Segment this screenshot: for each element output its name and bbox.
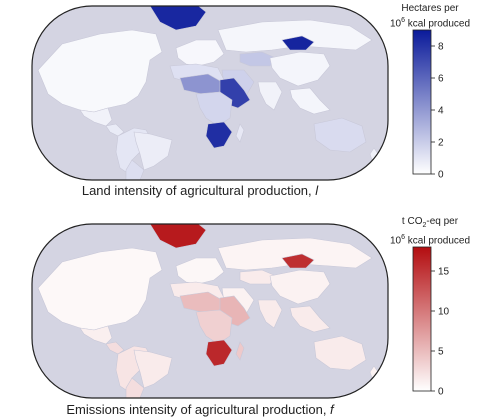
region-australia: [313, 117, 367, 153]
land-colorbar-title-line2: 106 kcal produced: [389, 17, 471, 30]
colorbar-tick-label: 0: [438, 170, 444, 179]
colorbar-tick-label: 6: [438, 74, 444, 85]
region-madagascar: [235, 123, 245, 143]
region-greenland: [149, 6, 207, 31]
region-southeast-asia: [289, 87, 331, 115]
emissions-colorbar-title-line2: 106 kcal produced: [389, 234, 471, 247]
region-central-america: [105, 123, 125, 137]
colorbar-tick-label: 4: [438, 106, 444, 117]
map-outline: [31, 5, 389, 181]
region-southern-africa: [205, 339, 233, 367]
region-brazil: [133, 349, 173, 389]
land-map-caption: Land intensity of agricultural productio…: [81, 183, 319, 198]
colorbar-tick-label: 15: [438, 267, 450, 278]
emissions-intensity-map: [31, 223, 389, 399]
region-mongolia: [281, 253, 315, 269]
region-china: [269, 51, 331, 87]
colorbar-tick-label: 0: [438, 387, 444, 396]
region-australia: [313, 335, 367, 371]
region-europe: [175, 257, 225, 285]
emissions-intensity-panel: t CO2-eq per 106 kcal produced 0 5 10 15 Em…: [0, 210, 480, 420]
region-kazakhstan: [239, 51, 277, 67]
region-mexico: [79, 107, 113, 127]
land-intensity-panel: Hectares per 106 kcal produced 0 2 4 6 8 Lan…: [0, 0, 480, 205]
region-russia: [217, 19, 373, 53]
map-outline: [31, 223, 389, 399]
region-india: [257, 299, 283, 329]
emissions-colorbar-title-line1: t CO2-eq per: [401, 216, 459, 229]
region-madagascar: [235, 341, 245, 361]
emissions-map-caption: Emissions intensity of agricultural prod…: [66, 402, 334, 417]
colorbar-tick-label: 10: [438, 307, 450, 318]
land-colorbar: 0 2 4 6 8: [412, 29, 444, 179]
emissions-colorbar-title: t CO2-eq per 106 kcal produced: [384, 216, 476, 247]
region-southern-africa: [205, 121, 233, 149]
region-north-america: [37, 29, 163, 113]
land-colorbar-title-line1: Hectares per: [401, 3, 459, 14]
land-colorbar-title: Hectares per 106 kcal produced: [384, 3, 476, 30]
region-mongolia: [281, 35, 315, 51]
region-kazakhstan: [239, 269, 277, 285]
region-southeast-asia: [289, 305, 331, 333]
region-brazil: [133, 131, 173, 171]
colorbar-tick-label: 8: [438, 42, 444, 53]
region-india: [257, 81, 283, 111]
region-russia: [217, 237, 373, 271]
colorbar-gradient: [412, 29, 432, 175]
region-europe: [175, 39, 225, 67]
region-central-america: [105, 341, 125, 355]
region-mexico: [79, 325, 113, 345]
colorbar-gradient: [412, 246, 432, 392]
land-intensity-map: [31, 5, 389, 181]
region-greenland: [149, 224, 207, 249]
colorbar-tick-label: 2: [438, 138, 444, 149]
colorbar-tick-label: 5: [438, 347, 444, 358]
emissions-colorbar: 0 5 10 15: [412, 246, 450, 396]
region-north-america: [37, 247, 163, 331]
region-china: [269, 269, 331, 305]
